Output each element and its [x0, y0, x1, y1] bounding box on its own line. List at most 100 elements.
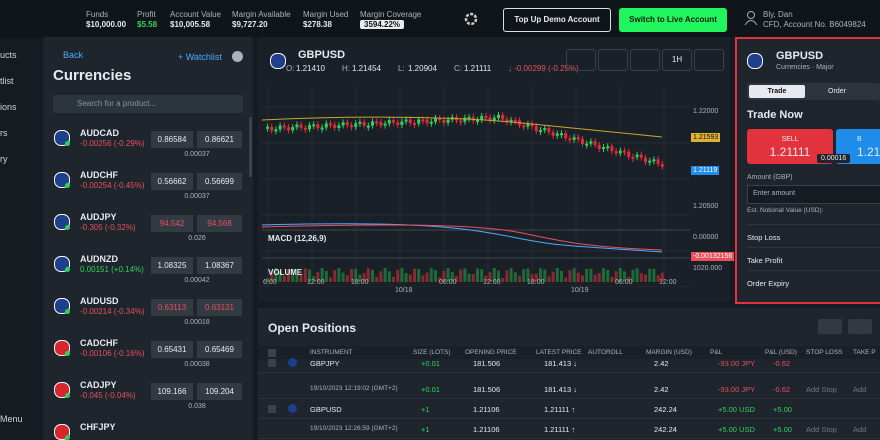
trade-title: Trade Now — [747, 109, 803, 121]
online-dot — [65, 393, 70, 398]
sell-price[interactable]: 0.63113 — [151, 299, 193, 316]
ohlc-value: 1.20904 — [408, 64, 437, 73]
search-box[interactable] — [53, 95, 243, 113]
online-dot — [65, 267, 70, 272]
product-name[interactable]: CHFJPY — [80, 422, 116, 432]
buy-label: B — [857, 136, 862, 143]
sell-price[interactable]: 109.166 — [151, 383, 193, 400]
metric-value: $10,005.58 — [170, 20, 211, 29]
price-label: 1.20500 — [693, 203, 719, 210]
product-change: -0.00256 (-0.29%) — [80, 139, 145, 148]
time-label: 06:00 — [439, 279, 457, 286]
cell: +1 — [421, 405, 430, 414]
time-label: 12:00 — [483, 279, 501, 286]
chart-panel: GBPUSD O: 1.21410 H: 1.21454 L: 1.20904 C: 1.211… — [258, 37, 735, 302]
time-label: 12:00 — [659, 279, 677, 286]
online-dot — [65, 183, 70, 188]
column-header: MARGIN (USD) — [646, 349, 692, 356]
toolbar-button[interactable]: 1H — [662, 49, 692, 71]
cell: 1.21111 ↑ — [544, 405, 576, 414]
buy-price[interactable]: 0.86621 — [197, 131, 242, 148]
account-number: CFD, Account No. B6049824 — [763, 20, 866, 29]
product-change: 0.00151 (+0.14%) — [80, 265, 144, 274]
toolbar-button[interactable] — [566, 49, 596, 71]
product-name[interactable]: CADJPY — [80, 380, 117, 390]
metric-value: $9,727.20 — [232, 20, 268, 29]
buy-price[interactable]: 109.204 — [197, 383, 242, 400]
cell[interactable]: Add — [853, 425, 867, 434]
category: Currencies · Major — [776, 64, 834, 71]
tab[interactable]: Order — [828, 88, 846, 95]
nav-menu[interactable]: Menu — [0, 414, 23, 424]
toolbar-button[interactable] — [598, 49, 628, 71]
column-header: STOP LOSS — [806, 349, 843, 356]
sell-price[interactable]: 0.86584 — [151, 131, 193, 148]
product-name[interactable]: AUDUSD — [80, 296, 119, 306]
collapse[interactable] — [268, 405, 276, 413]
cell[interactable]: Add Stop — [806, 425, 837, 434]
product-name[interactable]: AUDCHF — [80, 170, 118, 180]
sell-price[interactable]: 0.65431 — [151, 341, 193, 358]
spread: 0.00037 — [181, 151, 213, 158]
sell-price[interactable]: 1.08325 — [151, 257, 193, 274]
price-label: 1.21119 — [691, 166, 720, 175]
cell: +5.00 USD — [718, 405, 755, 414]
metric-value: 3594.22% — [360, 20, 405, 29]
metric-label: Account Value — [170, 10, 221, 19]
toolbar-button[interactable] — [630, 49, 660, 71]
buy-price[interactable]: 0.56699 — [197, 173, 242, 190]
field-label[interactable]: Order Expiry — [747, 279, 790, 288]
online-dot — [65, 225, 70, 230]
online-dot — [65, 435, 70, 440]
cell[interactable]: Add — [853, 385, 867, 394]
ohlc-label: C: — [454, 64, 462, 73]
online-dot — [65, 141, 70, 146]
spread: 0.00016 — [817, 154, 851, 163]
cell: 2.42 — [654, 359, 669, 368]
trade-panel: GBPUSD Currencies · Major Trade Order Trade … — [735, 37, 880, 304]
sell-price[interactable]: 94.542 — [151, 215, 193, 232]
sell-price[interactable]: 0.56662 — [151, 173, 193, 190]
nav-item[interactable]: ions — [0, 102, 17, 112]
icon-button[interactable] — [818, 319, 842, 334]
nav-item[interactable]: ucts — [0, 50, 17, 60]
close-icon[interactable] — [232, 51, 243, 62]
nav-item[interactable]: ry — [0, 154, 8, 164]
buy-price[interactable]: 94.568 — [197, 215, 242, 232]
column-header: SIZE (LOTS) — [413, 349, 451, 356]
symbol: GBPUSD — [298, 49, 346, 61]
time-label: 18:00 — [351, 279, 369, 286]
row-divider — [258, 398, 880, 399]
product-name[interactable]: CADCHF — [80, 338, 118, 348]
nav-item[interactable]: tlist — [0, 76, 14, 86]
field-label[interactable]: Stop Loss — [747, 233, 781, 242]
switch-live-button[interactable]: Switch to Live Account — [619, 8, 727, 32]
add-watchlist[interactable]: + Watchlist — [178, 52, 222, 62]
amount-input[interactable] — [747, 185, 880, 204]
settings-icon[interactable] — [463, 11, 479, 27]
field-divider — [747, 270, 880, 271]
cell: +0.01 — [421, 359, 440, 368]
product-name[interactable]: AUDCAD — [80, 128, 119, 138]
toolbar-button[interactable] — [694, 49, 724, 71]
buy-price: 1.21 — [857, 145, 880, 159]
buy-price[interactable]: 0.65469 — [197, 341, 242, 358]
field-label[interactable]: Take Profit — [747, 256, 783, 265]
back-link[interactable]: Back — [63, 50, 84, 60]
tab[interactable]: Trade — [749, 85, 805, 98]
product-name[interactable]: AUDJPY — [80, 212, 117, 222]
cell: 19/10/2023 12:26:59 (GMT+2) — [310, 425, 398, 432]
buy-price[interactable]: 1.08367 — [197, 257, 242, 274]
cell: -93.00 JPY — [718, 359, 756, 368]
flag — [288, 358, 297, 367]
column-header: OPENING PRICE — [465, 349, 517, 356]
volume-label: VOLUME — [268, 268, 303, 277]
nav-item[interactable]: rs — [0, 128, 8, 138]
buy-price[interactable]: 0.63131 — [197, 299, 242, 316]
cell[interactable]: Add Stop — [806, 385, 837, 394]
top-up-button[interactable]: Top Up Demo Account — [503, 8, 611, 32]
icon-button[interactable] — [848, 319, 872, 334]
collapse[interactable] — [268, 359, 276, 367]
product-name[interactable]: AUDNZD — [80, 254, 118, 264]
spread: 0.00037 — [181, 193, 213, 200]
